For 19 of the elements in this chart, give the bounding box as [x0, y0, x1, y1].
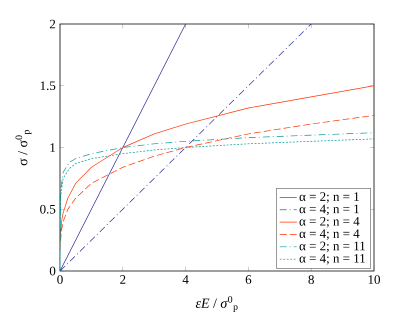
legend-label: α = 2; n = 1	[300, 192, 359, 203]
legend-label: α = 2; n = 4	[300, 216, 360, 228]
x-tick-label: 0	[57, 275, 63, 284]
y-axis-title: σ / σ$^{0}$p	[16, 130, 32, 166]
legend-label: α = 4; n = 1	[300, 204, 359, 216]
y-tick-label: 0.5	[40, 204, 56, 214]
x-tick-label: 6	[246, 275, 252, 284]
legend-label: α = 4; n = 4	[300, 229, 360, 240]
y-tick-label: 2	[50, 20, 56, 28]
x-tick-label: 4	[182, 275, 189, 284]
legend-label: α = 2; n = 11	[300, 242, 365, 252]
x-axis-title: εE / σ$^{0}$p	[196, 296, 238, 312]
x-tick-label: 10	[368, 275, 380, 284]
legend-label: α = 4; n = 11	[300, 254, 365, 265]
x-tick-label: 2	[120, 275, 126, 284]
x-tick-label: 8	[308, 275, 314, 284]
y-tick-label: 1.5	[40, 81, 56, 90]
y-tick-label: 0	[50, 266, 56, 276]
y-tick-label: 1	[50, 143, 56, 152]
